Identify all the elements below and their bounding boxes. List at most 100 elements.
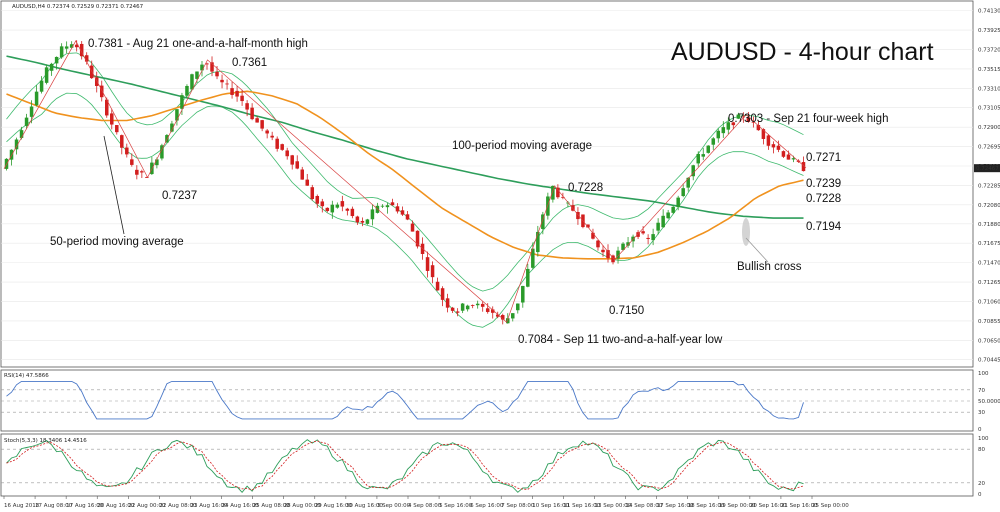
candle-body: [265, 130, 269, 134]
candle-body: [54, 56, 59, 64]
candle-body: [190, 74, 194, 90]
candle-body: [576, 212, 580, 220]
candle-body: [706, 145, 711, 153]
candle-body: [195, 71, 199, 79]
price-tick-label: 0.71880: [978, 222, 1000, 228]
candle-body: [175, 109, 179, 121]
candle-body: [360, 220, 365, 223]
stoch-signal-line: [6, 440, 804, 491]
candle-body: [405, 214, 410, 220]
candle-body: [430, 265, 435, 278]
rsi-tick-label: 70: [978, 388, 985, 394]
candle-body: [29, 106, 34, 117]
ma50-line: [6, 90, 804, 260]
candle-body: [115, 125, 119, 133]
candle-body: [761, 129, 766, 139]
candle-body: [591, 232, 595, 239]
swing-trendline: [3, 40, 807, 323]
candle-body: [350, 208, 355, 217]
candle-body: [325, 207, 330, 212]
candle-body: [691, 165, 695, 177]
candle-body: [335, 204, 340, 208]
x-tick-label: 24 Aug 16:00: [222, 503, 260, 509]
bollinger-lower-line: [6, 92, 804, 328]
candle-body: [511, 313, 515, 319]
candle-body: [475, 303, 480, 306]
bullish-cross-pointer: [745, 237, 769, 263]
x-tick-label: 4 Sep 08:00: [408, 503, 442, 509]
stoch-tick-label: 100: [978, 436, 989, 442]
candle-body: [621, 243, 625, 250]
x-tick-label: 28 Aug 00:00: [284, 503, 322, 509]
candle-body: [596, 240, 600, 248]
candle-body: [130, 159, 134, 165]
candle-body: [19, 130, 24, 138]
candle-body: [786, 154, 791, 160]
candle-body: [716, 130, 721, 139]
price-tick-label: 0.73105: [978, 106, 1000, 112]
candle-body: [290, 155, 294, 165]
candle-body: [701, 154, 705, 157]
x-tick-label: 20 Sep 16:00: [750, 503, 787, 509]
candle-body: [616, 250, 620, 259]
rsi-panel: [0, 369, 974, 432]
label-7237: 0.7237: [162, 190, 197, 202]
candle-body: [781, 151, 786, 157]
label-7194-ma100: 0.7194: [806, 221, 842, 233]
candle-body: [180, 95, 184, 109]
candle-body: [666, 212, 670, 219]
candle-body: [450, 307, 455, 311]
candle-body: [586, 224, 590, 228]
price-tick-label: 0.73310: [978, 86, 1000, 92]
candle-body: [495, 314, 500, 317]
x-tick-label: 11 Sep 16:00: [563, 503, 600, 509]
price-tick-label: 0.71265: [978, 280, 1000, 286]
ma50-pointer-line: [103, 135, 125, 235]
candle-body: [79, 43, 84, 57]
x-tick-label: 25 Sep 00:00: [812, 503, 849, 509]
x-tick-label: 29 Aug 16:00: [315, 503, 353, 509]
candle-body: [736, 114, 741, 119]
price-tick-label: 0.73720: [978, 47, 1000, 53]
candle-body: [771, 144, 776, 148]
candle-body: [305, 179, 310, 186]
x-tick-label: 14 Sep 08:00: [626, 503, 663, 509]
stoch-tick-label: 0: [978, 492, 982, 498]
candle-body: [460, 303, 465, 311]
price-tick-label: 0.74130: [978, 9, 1000, 15]
label-bullish-cross: Bullish cross: [737, 261, 802, 273]
last-price-tag: [974, 164, 1000, 173]
x-tick-label: 17 Aug 16:00: [66, 503, 104, 509]
rsi-tick-label: 0: [978, 427, 982, 433]
candle-body: [395, 206, 400, 212]
label-7228-ma50: 0.7228: [806, 193, 841, 205]
candle-body: [105, 99, 109, 116]
candle-body: [661, 215, 665, 228]
candle-body: [756, 125, 761, 131]
candle-body: [74, 44, 79, 48]
candle-body: [721, 127, 726, 134]
candle-body: [69, 44, 74, 48]
rsi-line: [6, 380, 804, 420]
stoch-panel: [0, 433, 974, 497]
price-tick-label: 0.70650: [978, 338, 1000, 344]
price-tick-label: 0.73925: [978, 28, 1000, 34]
candle-body: [59, 46, 64, 58]
x-tick-label: 17 Sep 16:00: [657, 503, 694, 509]
candle-body: [170, 123, 174, 132]
candle-body: [541, 214, 545, 229]
candle-body: [410, 223, 415, 232]
candle-body: [135, 169, 139, 175]
candle-body: [556, 187, 560, 198]
candle-body: [280, 144, 284, 150]
candle-body: [370, 209, 375, 220]
candle-body: [500, 315, 505, 320]
candle-body: [626, 242, 630, 246]
price-tick-label: 0.73515: [978, 67, 1000, 73]
candle-body: [39, 80, 44, 92]
rsi-header: RSI(14) 47.5866: [4, 373, 49, 379]
candle-body: [295, 161, 299, 169]
price-tick-label: 0.72285: [978, 183, 1000, 189]
price-tick-label: 0.70855: [978, 319, 1000, 325]
candle-body: [260, 120, 264, 129]
